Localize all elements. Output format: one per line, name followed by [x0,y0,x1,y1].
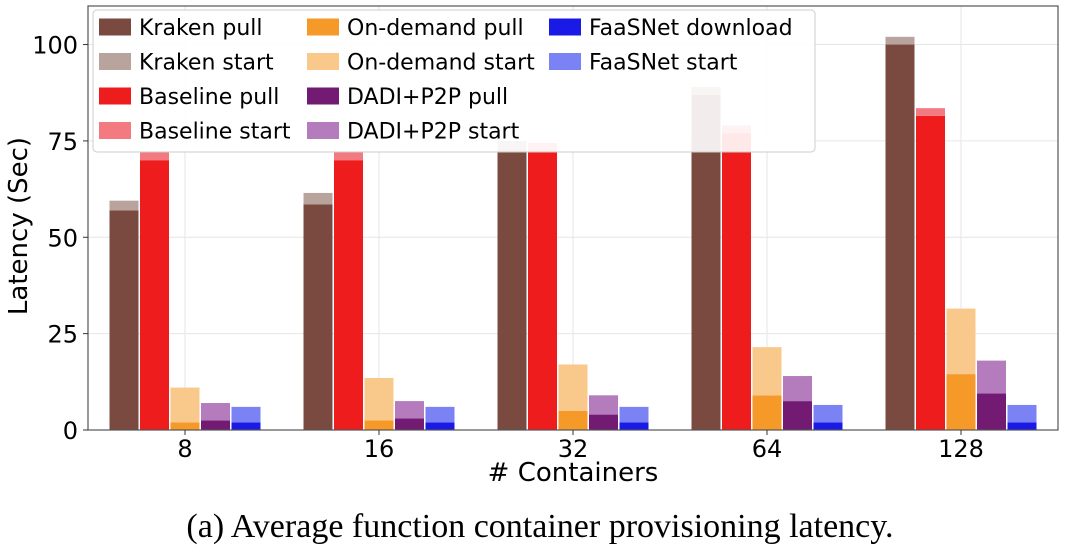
bar-kraken-pull [885,44,915,430]
bar-faasnet-download [813,422,843,430]
bar-kraken-pull [497,150,527,430]
legend-swatch [307,53,339,70]
legend-label: Baseline start [139,120,291,145]
latency-bar-chart: 0 25 50 75 100 8 16 32 64 128 # Containers Latenc… [4,5,1059,488]
x-tick-label: 32 [558,435,589,463]
bar-on-demand-pull [752,395,782,430]
bar-dadi-p2p-start [783,376,812,402]
legend-label: Baseline pull [139,85,279,110]
bar-baseline-pull [722,133,751,430]
bar-dadi-p2p-pull [977,393,1006,430]
bar-on-demand-pull [558,410,588,430]
x-axis-title: # Containers [488,458,659,488]
bar-on-demand-pull [946,374,976,430]
bar-dadi-p2p-start [589,395,618,415]
legend-label: DADI+P2P start [347,120,520,145]
bar-on-demand-start [364,377,394,421]
y-tick-label: 25 [47,321,78,349]
legend: Kraken pull Kraken start Baseline pull Base… [92,9,816,153]
bar-faasnet-download [1007,422,1037,430]
bars [109,36,1037,431]
y-axis-title: Latency (Sec) [4,137,34,315]
legend-swatch [307,87,339,105]
y-tick-label: 100 [32,32,78,60]
bar-dadi-p2p-pull [589,414,618,430]
bar-on-demand-start [752,347,782,396]
bar-dadi-p2p-start [977,360,1006,394]
bar-kraken-start [109,200,139,211]
legend-label: Kraken start [139,51,274,76]
legend-label: DADI+P2P pull [347,85,508,110]
axis-ticks: 0 25 50 75 100 8 16 32 64 128 [32,32,984,463]
bar-baseline-start [916,108,945,116]
bar-dadi-p2p-start [395,401,424,419]
figure-caption: (a) Average function container provision… [186,508,894,545]
bar-faasnet-start [1007,404,1037,423]
x-tick-label: 16 [364,435,395,463]
bar-dadi-p2p-pull [395,418,424,430]
legend-label: FaaSNet download [589,16,793,41]
legend-label: On-demand start [347,51,535,76]
legend-swatch [99,122,131,139]
bar-baseline-pull [916,115,945,430]
bar-dadi-p2p-start [201,403,230,421]
legend-swatch [99,18,131,36]
legend-swatch [307,18,339,36]
bar-faasnet-start [619,406,649,423]
x-tick-label: 64 [752,435,783,463]
bar-baseline-start [140,152,169,161]
legend-label: On-demand pull [347,16,524,41]
bar-on-demand-start [558,364,588,411]
bar-on-demand-pull [170,422,200,430]
bar-on-demand-start [170,387,200,423]
bar-baseline-start [334,152,363,161]
legend-box [92,9,816,153]
bar-faasnet-download [231,422,261,430]
bar-faasnet-start [425,406,455,423]
bar-on-demand-start [946,308,976,375]
y-tick-label: 0 [63,417,78,445]
bar-kraken-pull [109,210,139,430]
bar-kraken-pull [303,204,333,430]
legend-label: Kraken pull [139,16,263,41]
y-tick-label: 75 [47,128,78,156]
legend-label: FaaSNet start [589,51,738,76]
bar-faasnet-start [231,406,261,423]
legend-swatch [99,87,131,105]
bar-baseline-pull [140,160,169,430]
bar-baseline-pull [528,150,557,430]
bar-faasnet-start [813,404,843,423]
bar-faasnet-download [425,422,455,430]
legend-swatch [307,122,339,139]
bar-kraken-start [885,36,915,45]
x-tick-label: 128 [938,435,984,463]
y-tick-label: 50 [47,224,78,252]
bar-baseline-pull [334,160,363,430]
legend-swatch [99,53,131,70]
legend-swatch [549,18,581,36]
x-tick-label: 8 [177,435,192,463]
bar-kraken-start [303,192,333,205]
legend-swatch [549,53,581,70]
bar-on-demand-pull [364,420,394,430]
bar-dadi-p2p-pull [783,401,812,430]
bar-dadi-p2p-pull [201,420,230,430]
bar-faasnet-download [619,422,649,430]
